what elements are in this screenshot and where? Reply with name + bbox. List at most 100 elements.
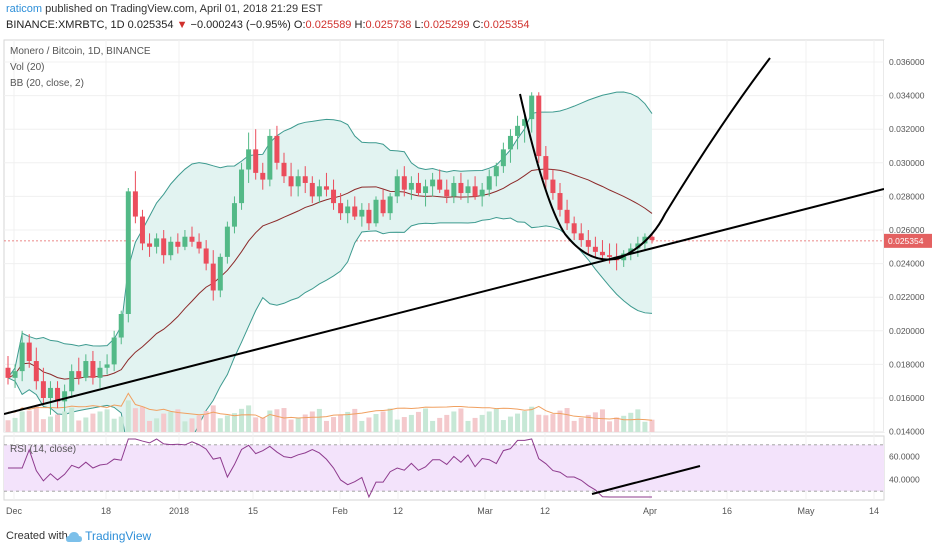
volume-bar [536, 414, 542, 432]
candle-body [210, 263, 216, 291]
candle-body [599, 251, 605, 256]
volume-bar [401, 417, 407, 432]
open-value: 0.025589 [305, 19, 352, 31]
volume-bar [592, 412, 598, 432]
price-chart[interactable]: 0.036000 0.034000 0.032000 0.030000 0.028000… [0, 34, 932, 524]
time-tick-label: 2018 [169, 506, 189, 516]
time-tick-label: May [797, 506, 815, 516]
chart-header: raticom published on TradingView.com, Ap… [0, 0, 932, 34]
candle-body [111, 337, 117, 365]
volume-bar [621, 415, 627, 432]
volume-bar [345, 411, 351, 432]
candle-body [189, 236, 195, 242]
candle-body [309, 182, 315, 197]
volume-ma-line [7, 392, 653, 421]
volume-bar [472, 417, 478, 432]
candle-body [437, 179, 443, 190]
candle-body [571, 223, 577, 234]
price-tick-label: 0.016000 [889, 393, 925, 403]
time-tick-label: 12 [540, 506, 550, 516]
candle-body [12, 371, 18, 378]
volume-bar [302, 414, 308, 432]
candle-body [529, 95, 535, 120]
candle-body [69, 371, 75, 392]
volume-bar [260, 417, 266, 432]
volume-bar [529, 406, 535, 432]
vol-legend: Vol (20) [10, 62, 44, 73]
volume-bar [387, 408, 393, 432]
rsi-tick-label: 40.0000 [889, 475, 920, 485]
tradingview-logo[interactable]: TradingView [66, 529, 151, 543]
volume-bar [5, 420, 11, 432]
author-link[interactable]: raticom [6, 3, 43, 15]
candle-body [139, 216, 145, 244]
candle-body [55, 387, 61, 402]
time-tick-label: 18 [101, 506, 111, 516]
chart-footer: Created with TradingView [0, 524, 932, 550]
candle-body [281, 162, 287, 177]
candle-body [550, 179, 556, 194]
volume-bar [224, 415, 230, 432]
volume-bar [599, 409, 605, 432]
low-label: L: [414, 19, 424, 31]
time-tick-label: Mar [477, 506, 493, 516]
close-value: 0.025354 [483, 19, 530, 31]
candle-body [295, 176, 301, 187]
volume-bar [295, 417, 301, 432]
candle-body [19, 342, 25, 372]
price-tick-label: 0.028000 [889, 191, 925, 201]
candle-body [104, 364, 110, 368]
rsi-line [8, 438, 652, 499]
time-tick-label: 14 [869, 506, 879, 516]
volume-bar [394, 419, 400, 432]
volume-bar [571, 420, 577, 432]
volume-bar [458, 408, 464, 432]
candle-body [585, 240, 591, 247]
volume-bar [444, 414, 450, 432]
volume-bar [154, 418, 160, 432]
candle-body [253, 149, 259, 173]
volume-bar [104, 409, 110, 432]
candle-body [132, 191, 138, 217]
time-tick-label: Dec [6, 506, 23, 516]
candle-body [359, 209, 365, 217]
volume-bar [12, 417, 18, 432]
candle-body [479, 189, 485, 197]
price-tick-label: 0.018000 [889, 359, 925, 369]
volume-bar [500, 420, 506, 432]
candle-body [40, 381, 46, 398]
last-price: 0.025354 [127, 19, 174, 31]
chart-title: Monero / Bitcoin, 1D, BINANCE [10, 46, 151, 57]
candle-body [345, 206, 351, 214]
candle-body [26, 342, 32, 362]
volume-bar [423, 408, 429, 432]
volume-bar [642, 421, 648, 432]
volume-bar [253, 417, 259, 432]
candle-body [267, 135, 273, 180]
volume-bar [557, 410, 563, 432]
volume-bar [196, 415, 202, 432]
candle-body [338, 203, 344, 214]
volume-bar [408, 414, 414, 432]
candle-body [83, 361, 89, 378]
bb-upper-band [7, 91, 653, 379]
candle-body [260, 172, 266, 180]
candle-body [352, 206, 358, 217]
candle-body [380, 199, 386, 214]
volume-bar [132, 408, 138, 432]
volume-bar [380, 411, 386, 432]
volume-bar [578, 417, 584, 432]
price-tick-label: 0.032000 [889, 124, 925, 134]
candle-body [90, 361, 96, 378]
candle-body [62, 391, 68, 402]
volume-bar [479, 414, 485, 432]
volume-bar [493, 408, 499, 432]
candle-body [323, 186, 329, 190]
volume-bar [607, 421, 613, 432]
price-tick-label: 0.014000 [889, 427, 925, 437]
volume-bar [515, 413, 521, 432]
price-tick-label: 0.020000 [889, 326, 925, 336]
candle-body [203, 248, 209, 264]
high-value: 0.025738 [365, 19, 412, 31]
volume-bar [316, 408, 322, 432]
